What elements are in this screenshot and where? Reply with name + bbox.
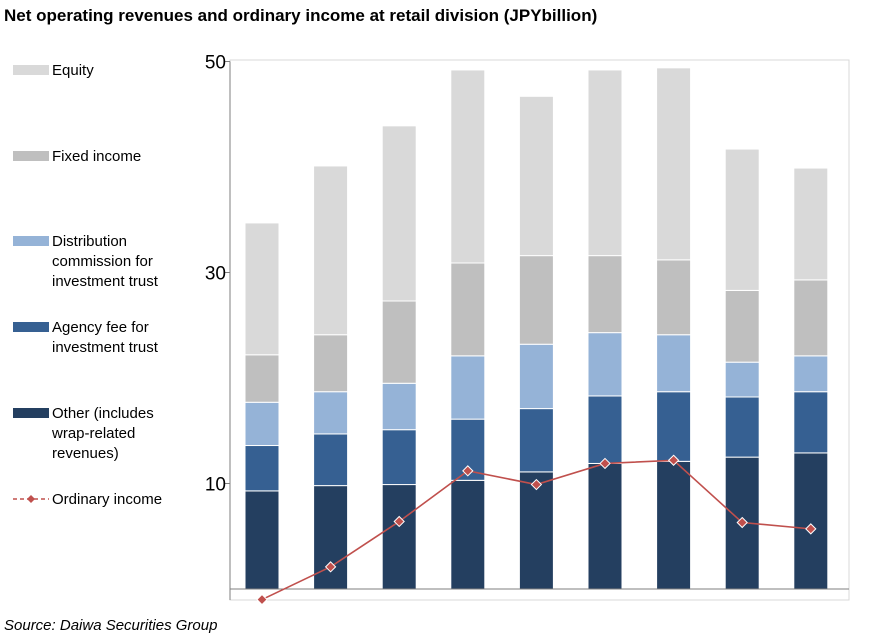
legend-label: investment trust xyxy=(52,339,159,356)
bar-segment-other xyxy=(313,485,349,590)
bar-segment-agency xyxy=(518,408,554,473)
ordinary-income-marker xyxy=(736,516,748,529)
bar-segment-agency xyxy=(656,391,692,462)
ordinary-income-line-group xyxy=(256,454,817,606)
bar-segment-equity xyxy=(656,67,692,261)
chart-title: Net operating revenues and ordinary inco… xyxy=(4,6,598,25)
bar-groups xyxy=(244,67,829,590)
bar-segment-distribution xyxy=(381,382,417,431)
bar-segment-equity xyxy=(244,222,280,356)
bar-segment-equity xyxy=(518,95,554,257)
axes: 10 30 50 xyxy=(205,53,849,600)
bar-segment-fixed-income xyxy=(587,255,623,334)
bar-stack xyxy=(450,69,486,590)
legend-item-fixed-income: Fixed income xyxy=(13,148,141,165)
bar-segment-distribution xyxy=(793,355,829,393)
bar-segment-agency xyxy=(793,391,829,454)
ordinary-income-marker xyxy=(667,454,680,466)
legend-item-ordinary-income: Ordinary income xyxy=(13,491,162,508)
ordinary-income-marker xyxy=(805,523,817,535)
bar-segment-equity xyxy=(587,69,623,257)
bar-stack xyxy=(793,167,829,590)
legend-item-other: Other (includes wrap-related revenues) xyxy=(13,405,154,462)
legend-label: Agency fee for xyxy=(52,319,149,336)
bar-stack xyxy=(313,165,349,590)
legend-label: Fixed income xyxy=(52,148,141,165)
bar-segment-fixed-income xyxy=(244,354,280,403)
bar-segment-other xyxy=(450,479,486,590)
legend-swatch-agency xyxy=(13,322,49,332)
legend-swatch-fixed-income xyxy=(13,151,49,161)
legend-swatch-distribution xyxy=(13,236,49,246)
bar-stack xyxy=(518,95,554,590)
legend-label: investment trust xyxy=(52,273,159,290)
legend-label: Equity xyxy=(52,62,94,79)
bar-stack xyxy=(244,222,280,590)
bar-segment-other xyxy=(587,462,623,590)
legend-label: Other (includes xyxy=(52,405,154,422)
bar-segment-distribution xyxy=(313,391,349,435)
legend-swatch-equity xyxy=(13,65,49,75)
ordinary-income-marker xyxy=(530,478,543,491)
bar-segment-distribution xyxy=(656,334,692,393)
bar-segment-distribution xyxy=(450,355,486,420)
ordinary-income-marker xyxy=(393,515,405,528)
y-tick-label: 50 xyxy=(205,53,226,74)
bar-segment-other xyxy=(518,471,554,590)
bar-segment-agency xyxy=(724,396,760,458)
bar-segment-equity xyxy=(450,69,486,264)
ordinary-income-marker xyxy=(256,593,268,606)
bar-segment-other xyxy=(793,452,829,590)
legend-item-agency: Agency fee for investment trust xyxy=(13,319,159,356)
bar-segment-distribution xyxy=(518,343,554,410)
legend-item-equity: Equity xyxy=(13,62,94,79)
legend-label: Distribution xyxy=(52,233,127,250)
bar-segment-agency xyxy=(587,395,623,464)
legend: Equity Fixed income Distribution commission… xyxy=(13,62,162,508)
bar-segment-fixed-income xyxy=(450,262,486,357)
bar-segment-equity xyxy=(724,148,760,291)
bar-segment-fixed-income xyxy=(724,289,760,363)
bar-segment-fixed-income xyxy=(313,334,349,393)
legend-label: Ordinary income xyxy=(52,491,162,508)
bar-segment-distribution xyxy=(724,361,760,398)
bar-segment-fixed-income xyxy=(381,300,417,384)
bar-segment-distribution xyxy=(587,332,623,397)
bar-segment-other xyxy=(656,460,692,590)
bar-segment-distribution xyxy=(244,401,280,447)
bar-segment-equity xyxy=(313,165,349,336)
y-tick-label: 10 xyxy=(205,475,226,496)
bar-stack xyxy=(587,69,623,590)
bar-segment-other xyxy=(244,490,280,590)
legend-label: wrap-related xyxy=(51,425,135,442)
bar-segment-fixed-income xyxy=(518,255,554,345)
bar-segment-fixed-income xyxy=(656,259,692,336)
ordinary-income-marker xyxy=(599,457,611,470)
bar-segment-other xyxy=(381,484,417,590)
bar-segment-agency xyxy=(313,433,349,487)
ordinary-income-marker xyxy=(462,465,474,477)
source-note: Source: Daiwa Securities Group xyxy=(4,617,218,634)
legend-label: commission for xyxy=(52,253,153,270)
bar-segment-equity xyxy=(381,125,417,302)
legend-swatch-other xyxy=(13,408,49,418)
bar-segment-agency xyxy=(244,445,280,492)
bar-segment-fixed-income xyxy=(793,279,829,357)
bar-segment-agency xyxy=(381,429,417,486)
legend-item-distribution: Distribution commission for investment tru… xyxy=(13,233,159,290)
bar-stack xyxy=(381,125,417,590)
bar-segment-equity xyxy=(793,167,829,281)
bar-stack xyxy=(656,67,692,590)
legend-label: revenues) xyxy=(52,445,119,462)
ordinary-income-marker xyxy=(324,561,337,573)
legend-swatch-marker xyxy=(27,495,35,503)
y-tick-label: 30 xyxy=(205,264,226,285)
